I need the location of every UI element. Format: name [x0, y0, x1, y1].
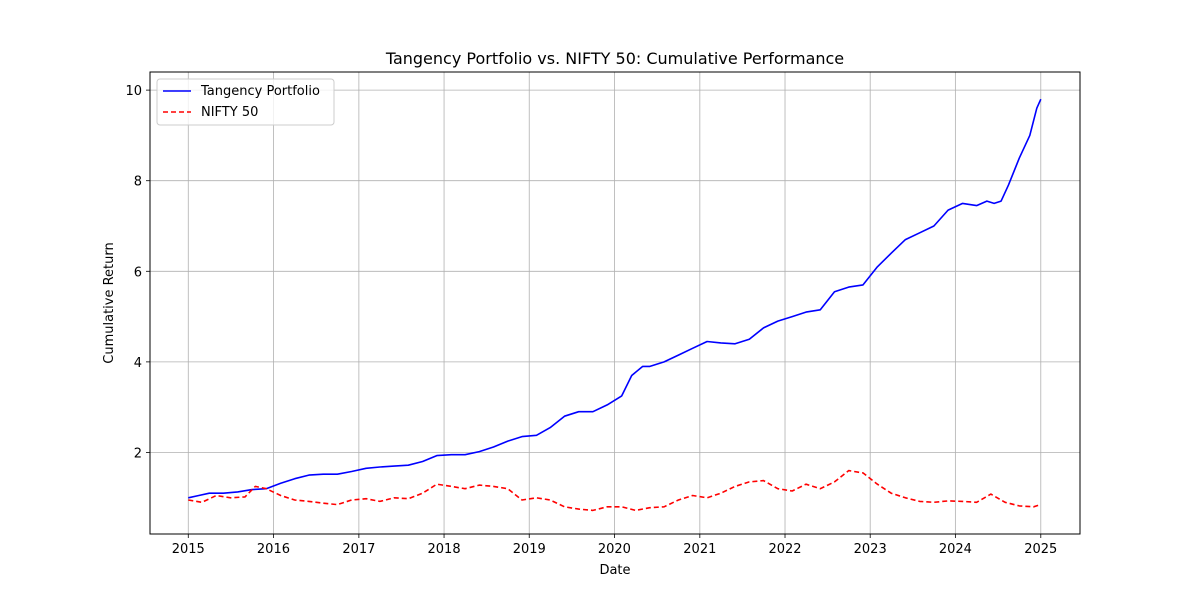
y-tick-label-6: 6 [134, 265, 142, 280]
series-line-nifty-50 [188, 469, 1042, 512]
x-axis-label: Date [599, 563, 630, 578]
x-tick-label-2017: 2017 [342, 542, 375, 557]
series-line-tangency-portfolio [188, 98, 1042, 499]
series-layer [188, 98, 1042, 512]
x-tick-label-2022: 2022 [768, 542, 801, 557]
x-tick-label-2024: 2024 [939, 542, 972, 557]
legend-box [156, 78, 335, 126]
legend-label-tangency: Tangency Portfolio [200, 84, 320, 99]
chart-title: Tangency Portfolio vs. NIFTY 50: Cumulat… [385, 49, 844, 68]
y-tick-label-4: 4 [134, 356, 142, 371]
x-tick-label-2015: 2015 [172, 542, 205, 557]
x-tick-label-2018: 2018 [428, 542, 461, 557]
ticks: 2015 2016 2017 2018 2019 2020 2021 2022 2023 2024… [125, 84, 1057, 557]
x-tick-label-2025: 2025 [1024, 542, 1057, 557]
x-tick-label-2020: 2020 [598, 542, 631, 557]
legend: Tangency Portfolio NIFTY 50 [156, 78, 335, 126]
x-tick-label-2019: 2019 [513, 542, 546, 557]
y-tick-label-8: 8 [134, 175, 142, 190]
y-axis-label: Cumulative Return [102, 242, 117, 363]
y-tick-label-10: 10 [125, 84, 142, 99]
x-tick-label-2023: 2023 [854, 542, 887, 557]
y-tick-label-2: 2 [134, 446, 142, 461]
x-tick-label-2021: 2021 [683, 542, 716, 557]
legend-label-nifty: NIFTY 50 [201, 105, 258, 120]
x-tick-label-2016: 2016 [257, 542, 290, 557]
plot-frame [149, 71, 1081, 535]
